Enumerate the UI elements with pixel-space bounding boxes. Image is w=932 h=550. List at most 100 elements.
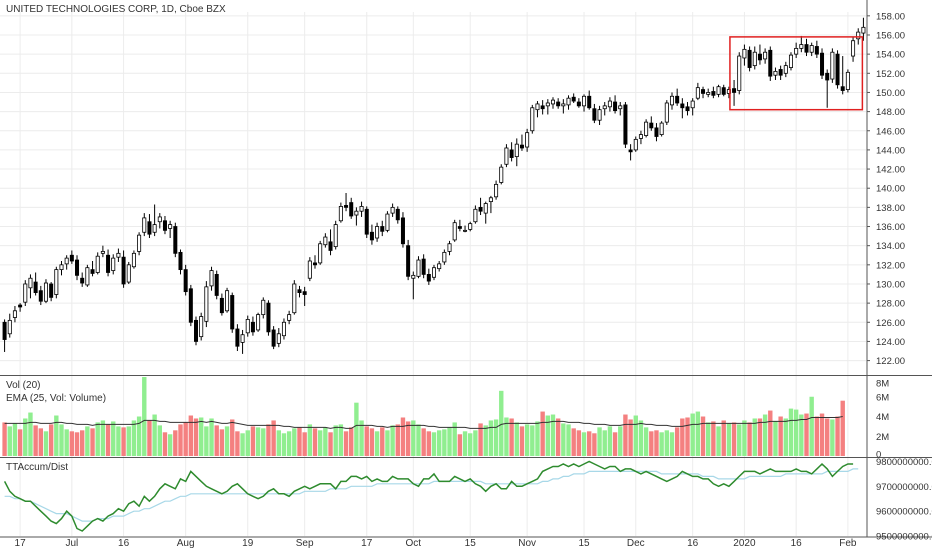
- candle-down: [778, 69, 783, 76]
- candle-down: [183, 269, 188, 293]
- volume-bar-down: [509, 418, 514, 456]
- volume-bar-up: [276, 430, 281, 456]
- volume-bar-down: [654, 430, 659, 456]
- volume-bar-up: [436, 430, 442, 456]
- candle-up: [142, 217, 147, 233]
- candle-up: [416, 259, 421, 277]
- candle-down: [649, 122, 654, 129]
- candle-down: [230, 295, 235, 330]
- volume-bar-up: [690, 413, 695, 456]
- volume-bar-down: [17, 429, 23, 456]
- candle-down: [271, 329, 276, 347]
- volume-bar-up: [742, 420, 747, 456]
- volume-bar-up: [488, 420, 494, 456]
- candle-up: [669, 95, 674, 106]
- candle-up: [411, 274, 416, 279]
- candle-up: [307, 260, 312, 279]
- volume-bar-up: [462, 431, 468, 456]
- candle-up: [442, 251, 447, 263]
- volume-bar-up: [442, 429, 447, 456]
- x-tick-label: 17: [15, 538, 27, 549]
- candle-down: [313, 262, 318, 266]
- candle-down: [540, 105, 545, 110]
- candle-down: [509, 149, 514, 158]
- candle-up: [664, 102, 669, 123]
- price-tick-label: 126.00: [876, 318, 905, 329]
- x-tick-label: Dec: [627, 538, 645, 549]
- volume-bar-down: [162, 432, 168, 456]
- x-tick-label: 19: [242, 538, 254, 549]
- volume-bar-up: [416, 424, 421, 456]
- candle-down: [2, 321, 7, 340]
- volume-bar-up: [793, 409, 799, 456]
- candle-down: [90, 269, 95, 274]
- candle-down: [680, 103, 685, 109]
- candle-up: [23, 283, 28, 303]
- candle-up: [333, 224, 338, 248]
- price-tick-label: 150.00: [876, 88, 905, 99]
- volume-bar-up: [762, 414, 768, 456]
- candle-up: [597, 109, 602, 121]
- volume-bar-up: [530, 425, 535, 456]
- volume-bar-up: [535, 421, 540, 456]
- volume-bar-up: [390, 425, 395, 456]
- volume-bar-up: [43, 431, 49, 456]
- volume-bar-down: [814, 416, 820, 456]
- volume-bar-down: [147, 420, 152, 456]
- highlight-box: [729, 36, 864, 111]
- volume-bar-down: [421, 428, 426, 456]
- volume-bar-up: [643, 427, 649, 456]
- candle-down: [613, 101, 618, 112]
- candle-up: [483, 203, 488, 214]
- x-tick-label: Aug: [177, 538, 195, 549]
- candle-up: [168, 224, 173, 229]
- volume-bar-down: [302, 432, 307, 456]
- candle-up: [43, 282, 48, 302]
- volume-bar-up: [809, 396, 814, 456]
- x-tick-label: 2020: [733, 538, 756, 549]
- candle-down: [188, 288, 193, 323]
- volume-bar-up: [561, 423, 566, 456]
- candle-down: [106, 254, 111, 273]
- candle-up: [550, 99, 555, 105]
- candle-up: [737, 55, 742, 91]
- candle-up: [473, 208, 478, 223]
- volume-bar-down: [219, 429, 225, 456]
- volume-tick-label: 4M: [876, 412, 889, 423]
- volume-bar-up: [447, 427, 452, 456]
- volume-bar-down: [214, 425, 219, 456]
- x-tick-label: Feb: [839, 538, 857, 549]
- candle-up: [794, 47, 799, 55]
- candle-up: [225, 290, 230, 312]
- candle-up: [716, 86, 721, 95]
- candle-down: [556, 101, 561, 107]
- candle-up: [28, 277, 33, 289]
- volume-bar-down: [178, 424, 183, 456]
- candle-down: [349, 202, 354, 217]
- volume-bar-down: [768, 410, 773, 456]
- candle-down: [592, 108, 597, 121]
- candle-up: [763, 51, 768, 60]
- candle-down: [162, 220, 167, 231]
- candle-down: [840, 86, 845, 91]
- x-tick-label: 15: [578, 538, 590, 549]
- volume-bar-up: [695, 411, 701, 456]
- volume-bar-up: [167, 434, 173, 456]
- candle-up: [12, 310, 17, 318]
- volume-bar-down: [230, 419, 235, 456]
- candle-up: [618, 105, 623, 110]
- volume-bar-down: [478, 423, 483, 456]
- accum-line: [3, 460, 854, 532]
- candle-up: [644, 121, 649, 136]
- candle-up: [204, 286, 209, 322]
- candle-up: [85, 267, 90, 286]
- candle-down: [214, 274, 219, 296]
- volume-bar-down: [731, 422, 737, 456]
- volume-bar-down: [804, 413, 809, 456]
- chart-title: UNITED TECHNOLOGIES CORP, 1D, Cboe BZX: [6, 4, 226, 15]
- volume-bar-down: [674, 427, 680, 456]
- candle-down: [147, 221, 152, 235]
- volume-bar-up: [602, 430, 607, 456]
- volume-bar-down: [623, 414, 628, 456]
- volume-bar-up: [659, 432, 664, 456]
